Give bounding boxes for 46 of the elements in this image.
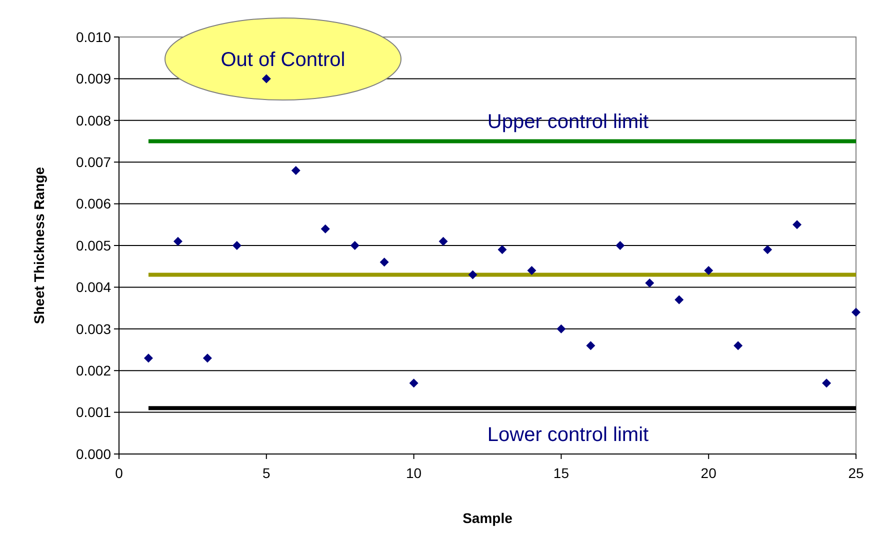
x-axis-title: Sample [462,510,513,526]
point [320,224,330,234]
point [409,378,418,388]
point [822,378,832,388]
point [173,236,182,246]
point [468,270,478,280]
annotation: Out of Control [220,49,346,71]
point [262,74,271,84]
y-axis-title: Sheet Thickness Range [31,166,47,324]
point [232,241,242,250]
x-tick-label: 5 [262,465,270,481]
y-tick-label: 0.008 [76,112,112,128]
point [498,245,507,254]
point [556,324,566,334]
y-tick-label: 0.002 [76,362,112,378]
y-tick-label: 0.000 [76,446,112,462]
x-tick-label: 10 [406,465,422,481]
point [380,258,389,267]
point [852,308,860,317]
point [674,295,684,304]
point [734,341,743,350]
point [586,341,596,350]
y-tick-label: 0.001 [76,404,112,420]
point [291,166,300,175]
y-tick-label: 0.003 [76,320,112,337]
y-tick-label: 0.006 [76,196,112,212]
point [350,241,360,250]
point [645,278,654,288]
x-tick-label: 25 [848,465,864,481]
y-tick-label: 0.010 [76,28,112,45]
y-tick-label: 0.004 [76,279,112,296]
x-tick-label: 15 [553,465,570,481]
point [527,266,536,276]
point [144,354,153,363]
x-tick-label: 20 [700,465,717,481]
point [704,266,714,276]
point [763,245,772,254]
y-tick-label: 0.005 [76,237,112,254]
y-tick-label: 0.009 [76,70,112,87]
point [438,236,448,246]
point [616,241,625,250]
annotation: Lower control limit [487,424,650,446]
point [202,354,212,363]
y-tick-label: 0.007 [76,154,112,170]
point [792,220,802,230]
x-tick-label: 0 [115,465,124,481]
